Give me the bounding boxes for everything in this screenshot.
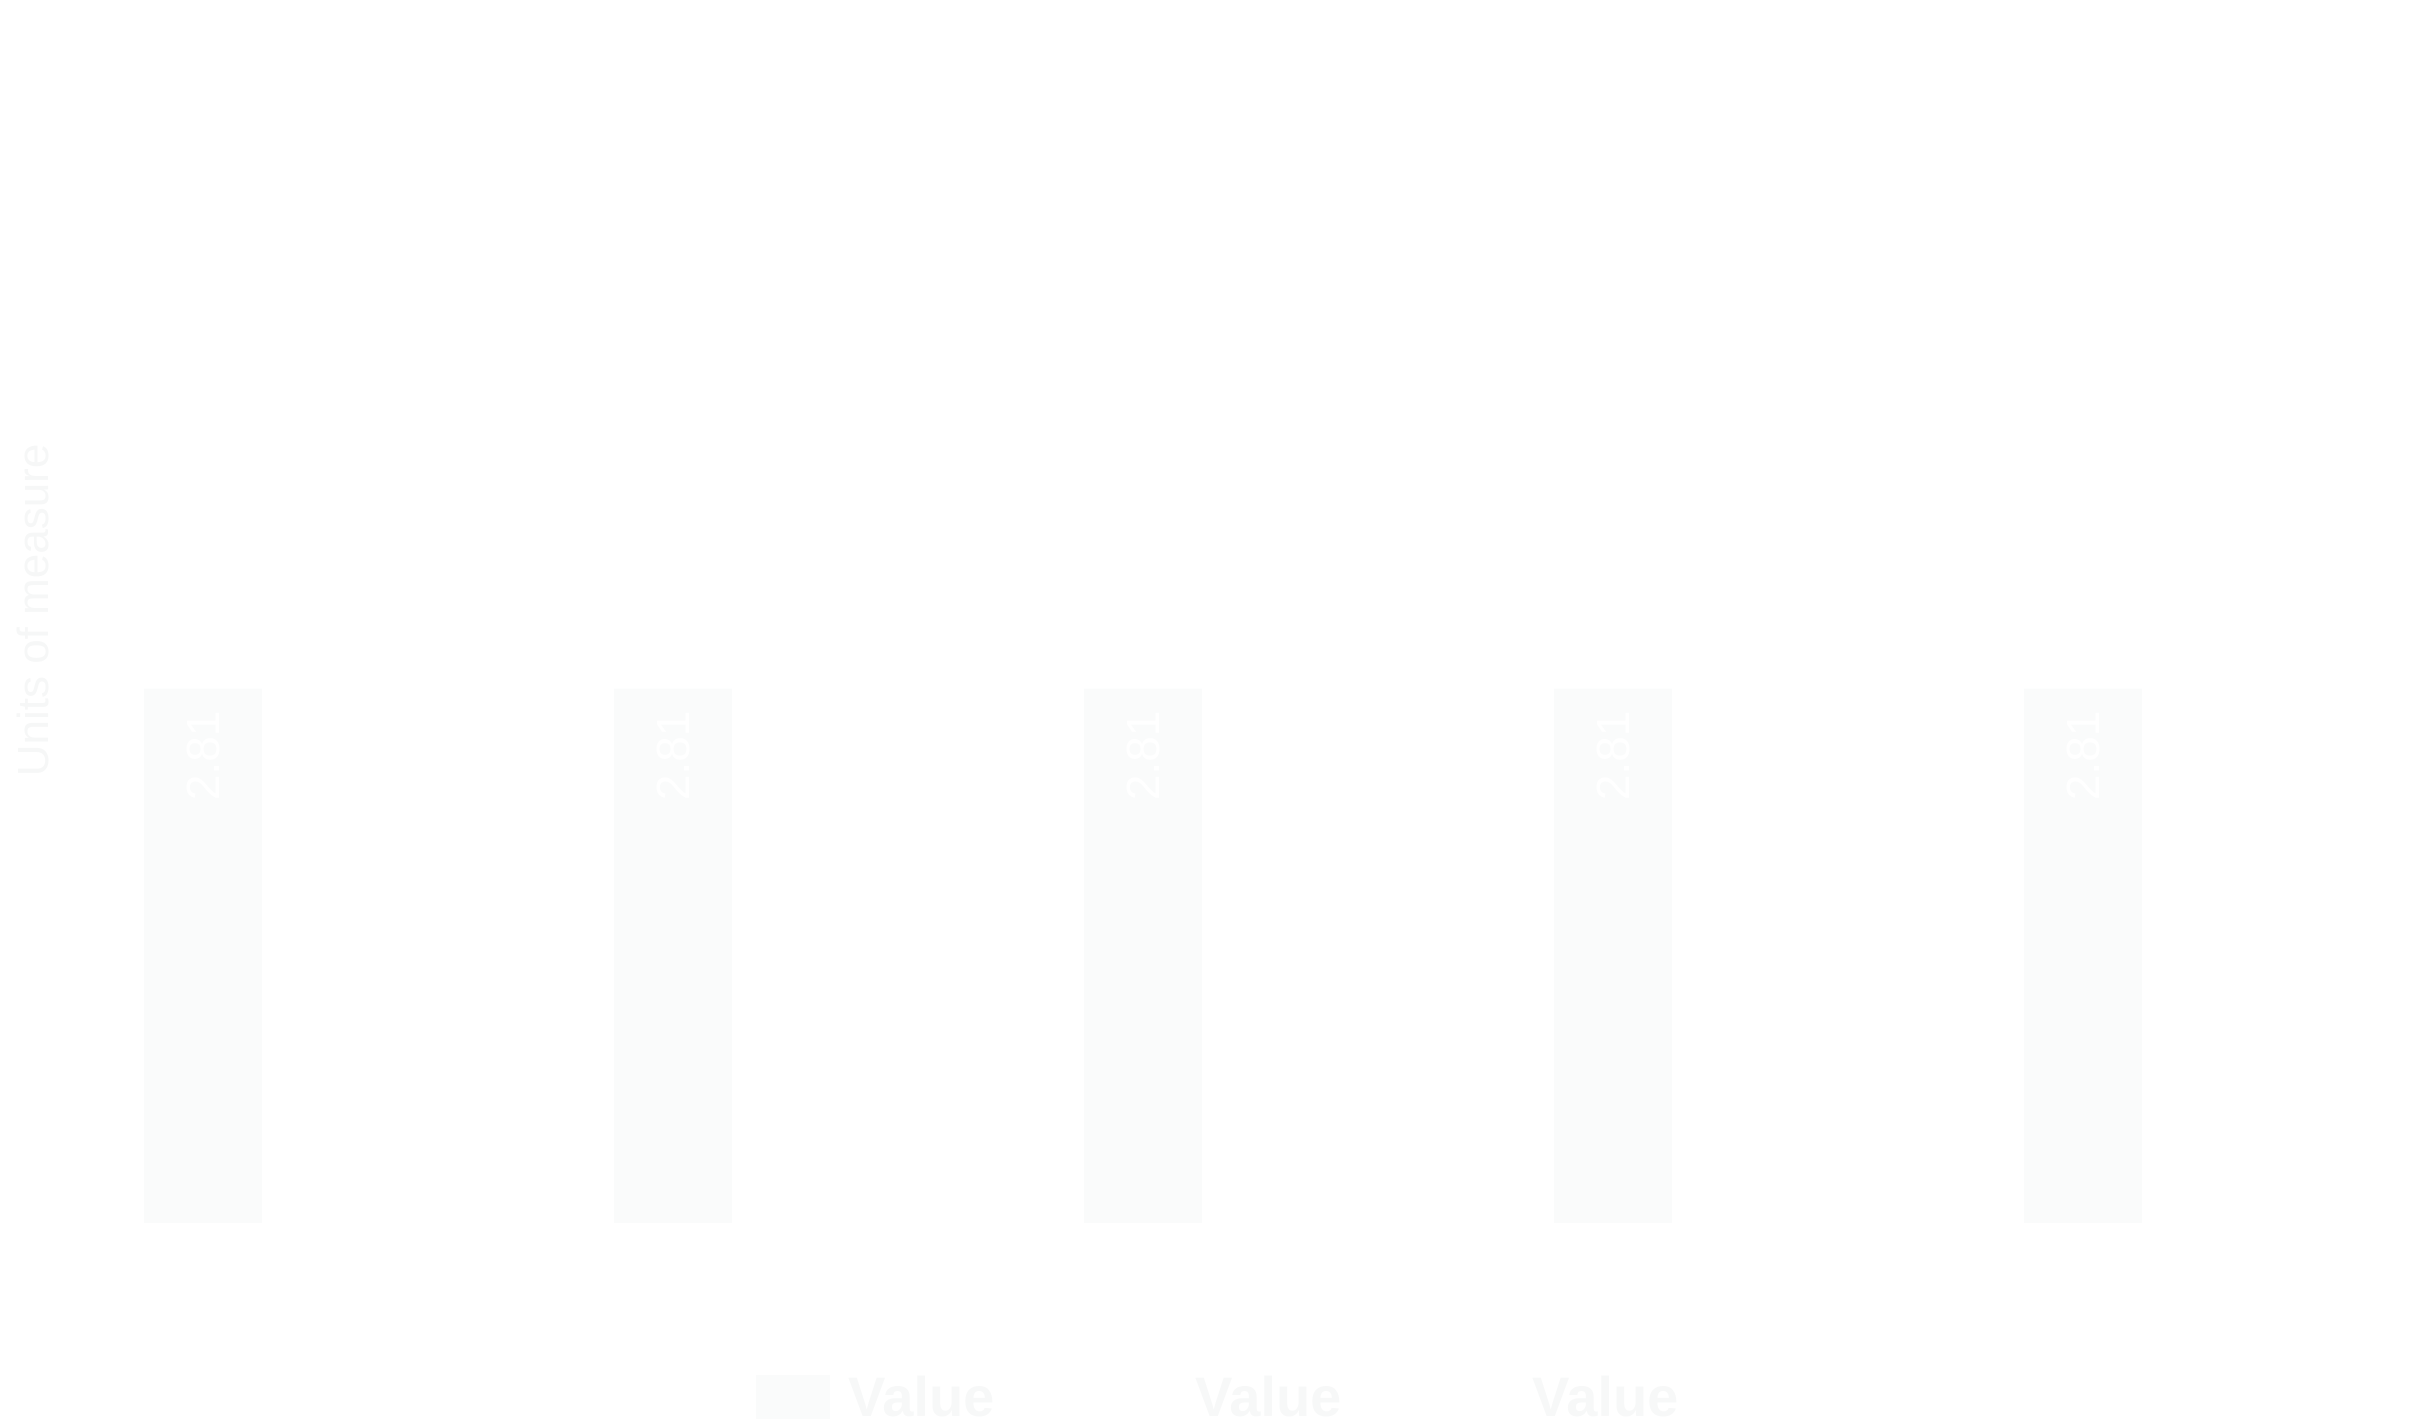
bars [144, 688, 2142, 1223]
legend-swatch-1 [756, 1375, 830, 1419]
bar-4 [1554, 688, 1672, 1223]
y-axis-label: Units of measure [9, 444, 58, 777]
data-label-4: 2.81 [1587, 711, 1639, 801]
data-label-3: 2.81 [1117, 711, 1169, 801]
bar-1 [144, 688, 262, 1223]
bar-3 [1084, 688, 1202, 1223]
legend: Value Value Value [756, 1365, 1678, 1424]
legend-label-3: Value [1532, 1365, 1678, 1424]
data-label-1: 2.81 [177, 711, 229, 801]
data-label-2: 2.81 [647, 711, 699, 801]
bar-2 [614, 688, 732, 1223]
legend-label-1: Value [848, 1365, 994, 1424]
bar-5 [2024, 688, 2142, 1223]
legend-label-2: Value [1195, 1365, 1341, 1424]
data-labels: 2.81 2.81 2.81 2.81 2.81 [177, 711, 2109, 801]
data-label-5: 2.81 [2057, 711, 2109, 801]
